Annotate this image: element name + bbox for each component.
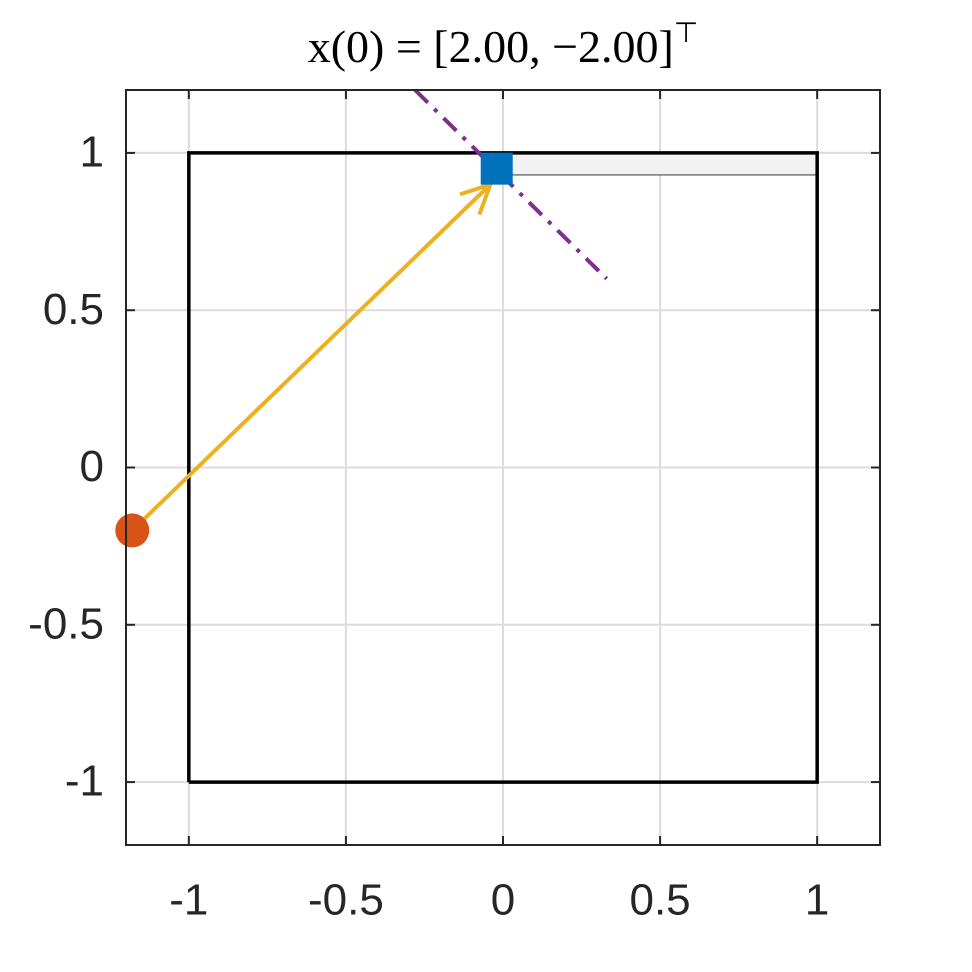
title-main: x(0) = [2.00, −2.00] — [308, 21, 674, 72]
y-tick-label: -1 — [65, 757, 104, 806]
x-tick-label: 0 — [491, 876, 515, 925]
y-tick-label: 0.5 — [43, 285, 104, 334]
x-tick-label: 1 — [805, 876, 829, 925]
y-tick-label: 0 — [80, 442, 104, 491]
shaded-region — [502, 152, 818, 176]
chart-title: x(0) = [2.00, −2.00]⊤ — [308, 18, 699, 72]
y-tick-label: 1 — [80, 128, 104, 177]
y-tick-label: -0.5 — [28, 599, 104, 648]
x-tick-label: -0.5 — [308, 876, 384, 925]
line — [187, 151, 819, 784]
x-tick-label: -1 — [169, 876, 208, 925]
title-superscript: ⊤ — [674, 18, 698, 49]
x-tick-label: 0.5 — [629, 876, 690, 925]
point-marker — [115, 513, 150, 548]
point-marker — [480, 152, 513, 185]
